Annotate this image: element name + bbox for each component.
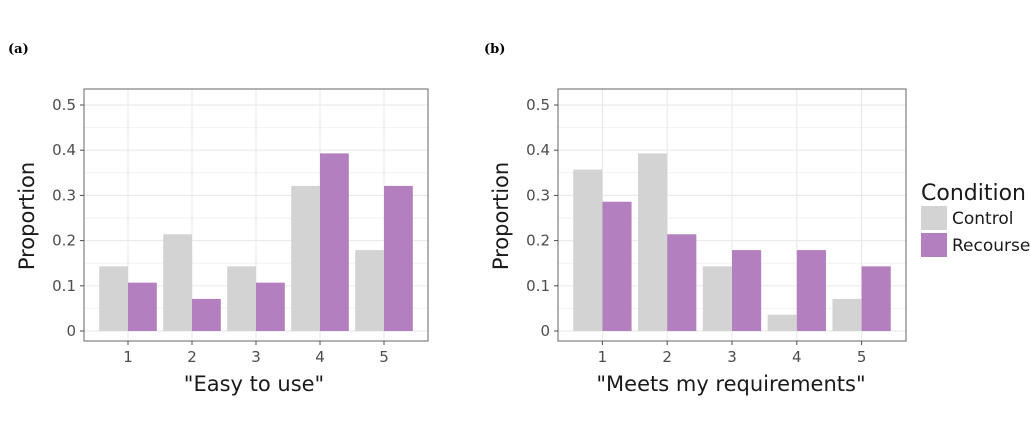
panel-b-label: (b) [484, 42, 505, 57]
panel-a: (a) 00.10.20.30.40.51 2 3 4 5 "Easy to use" … [8, 42, 429, 396]
panel-b-bar-recourse-4 [796, 250, 826, 331]
panel-b-bar-control-1 [573, 169, 603, 331]
panel-b-x-axis-title: "Meets my requirements" [596, 372, 865, 396]
panel-a-x-axis-title: "Easy to use" [184, 372, 324, 396]
panel-b-y-tick-label: 0.2 [526, 232, 550, 250]
panel-a-bar-control-1 [99, 266, 128, 331]
panel-a-bar-control-4 [291, 185, 320, 331]
panel-a-y-tick-label: 0.1 [52, 277, 76, 295]
panel-b-bar-recourse-3 [732, 250, 762, 331]
panel-b-x-tick-label: 3 [727, 348, 737, 366]
panel-b-y-tick-label: 0 [540, 322, 550, 340]
panel-b-x-tick-label: 5 [857, 348, 867, 366]
panel-b-bar-control-5 [832, 298, 862, 331]
panel-a-bar-recourse-4 [320, 153, 349, 331]
panel-b-x-tick-label: 1 [598, 348, 608, 366]
panel-a-label: (a) [8, 42, 29, 57]
panel-b-y-axis-title: Proportion [489, 162, 513, 270]
panel-a-y-tick-label: 0 [66, 322, 76, 340]
panel-a-y-tick-label: 0.3 [52, 186, 76, 204]
legend-label-control: Control [952, 209, 1013, 229]
panel-b-bar-recourse-1 [602, 201, 632, 331]
panel-a-y-tick-label: 0.4 [52, 141, 76, 159]
panel-b: (b) 0 0.1 0.2 0.3 0.4 0.5 1 2 3 4 5 "Meets my requ… [484, 42, 907, 396]
panel-a-bar-control-5 [355, 250, 384, 331]
panel-b-plot-area: 0 0.1 0.2 0.3 0.4 0.5 1 2 3 4 5 [526, 88, 907, 366]
legend-title: Condition [921, 181, 1026, 206]
panel-a-y-tick-label: 0.5 [52, 96, 76, 114]
panel-a-bar-recourse-1 [128, 282, 157, 331]
panel-a-y-axis-title: Proportion [15, 162, 39, 270]
panel-a-bar-recourse-3 [256, 282, 285, 331]
panel-a-x-tick-label: 5 [379, 348, 389, 366]
panel-b-bar-recourse-2 [667, 234, 697, 331]
panel-b-bar-control-3 [702, 266, 732, 331]
legend-label-recourse: Recourse [952, 236, 1030, 256]
panel-b-x-tick-label: 4 [792, 348, 802, 366]
legend: Condition Control Recourse [921, 181, 1030, 257]
panel-b-y-tick-label: 0.3 [526, 186, 550, 204]
panel-a-plot-area: 0 0.1 0.2 0.3 0.4 0.5 1 2 3 4 5 [52, 88, 429, 366]
panel-b-x-tick-label: 2 [662, 348, 672, 366]
panel-a-x-tick-label: 3 [251, 348, 261, 366]
panel-a-x-tick-label: 4 [315, 348, 325, 366]
panel-a-bar-recourse-2 [192, 298, 221, 331]
panel-b-y-tick-label: 0.5 [526, 96, 550, 114]
legend-swatch-control [921, 206, 947, 230]
panel-a-bar-recourse-5 [384, 185, 413, 331]
legend-swatch-recourse [921, 233, 947, 257]
panel-a-y-tick-label: 0.2 [52, 232, 76, 250]
panel-b-bar-control-4 [767, 314, 797, 331]
panel-a-x-tick-label: 2 [187, 348, 197, 366]
panel-b-bar-recourse-5 [861, 266, 891, 331]
panel-a-bar-control-3 [227, 266, 256, 331]
panel-b-bar-control-2 [638, 153, 668, 331]
panel-a-x-tick-label: 1 [123, 348, 133, 366]
panel-b-y-tick-label: 0.4 [526, 141, 550, 159]
panel-a-bar-control-2 [163, 234, 192, 331]
panel-b-y-tick-label: 0.1 [526, 277, 550, 295]
